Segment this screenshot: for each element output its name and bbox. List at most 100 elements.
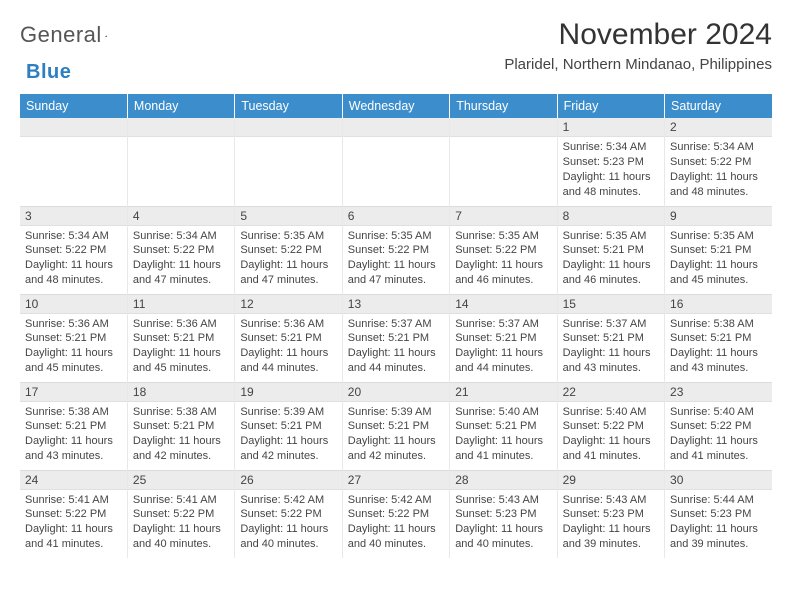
detail-line: Daylight: 11 hours [133,346,229,361]
day-number: 18 [128,383,234,402]
day-details: Sunrise: 5:36 AMSunset: 5:21 PMDaylight:… [235,314,341,380]
detail-line: Sunset: 5:21 PM [563,331,659,346]
detail-line: Sunset: 5:22 PM [240,507,336,522]
day-details: Sunrise: 5:34 AMSunset: 5:22 PMDaylight:… [665,137,772,203]
detail-line: Sunset: 5:21 PM [563,243,659,258]
day-number: 19 [235,383,341,402]
calendar-cell: 5Sunrise: 5:35 AMSunset: 5:22 PMDaylight… [235,206,342,294]
detail-line: and 44 minutes. [348,361,444,376]
calendar-cell [235,118,342,206]
day-details: Sunrise: 5:42 AMSunset: 5:22 PMDaylight:… [235,490,341,556]
detail-line: Sunset: 5:23 PM [670,507,767,522]
detail-line: Sunrise: 5:34 AM [670,140,767,155]
weekday-header: Wednesday [342,94,449,118]
day-details: Sunrise: 5:40 AMSunset: 5:22 PMDaylight:… [558,402,664,468]
title-block: November 2024 Plaridel, Northern Mindana… [504,18,772,73]
detail-line: and 40 minutes. [348,537,444,552]
detail-line: Sunrise: 5:40 AM [563,405,659,420]
day-number: 7 [450,207,556,226]
detail-line: and 44 minutes. [455,361,551,376]
detail-line: Sunrise: 5:39 AM [240,405,336,420]
calendar-cell: 13Sunrise: 5:37 AMSunset: 5:21 PMDayligh… [342,294,449,382]
detail-line: Sunrise: 5:35 AM [563,229,659,244]
detail-line: Daylight: 11 hours [348,522,444,537]
calendar-cell: 7Sunrise: 5:35 AMSunset: 5:22 PMDaylight… [450,206,557,294]
day-number: 16 [665,295,772,314]
day-details: Sunrise: 5:42 AMSunset: 5:22 PMDaylight:… [343,490,449,556]
detail-line: Sunset: 5:21 PM [25,331,122,346]
detail-line: Daylight: 11 hours [348,346,444,361]
detail-line: Daylight: 11 hours [25,434,122,449]
detail-line: and 40 minutes. [455,537,551,552]
day-details: Sunrise: 5:43 AMSunset: 5:23 PMDaylight:… [558,490,664,556]
detail-line: Daylight: 11 hours [455,522,551,537]
detail-line: and 45 minutes. [670,273,767,288]
weekday-header: Friday [557,94,664,118]
day-details: Sunrise: 5:39 AMSunset: 5:21 PMDaylight:… [235,402,341,468]
calendar-cell: 27Sunrise: 5:42 AMSunset: 5:22 PMDayligh… [342,470,449,558]
detail-line: and 47 minutes. [240,273,336,288]
detail-line: Daylight: 11 hours [133,258,229,273]
day-number [128,118,234,137]
detail-line: and 41 minutes. [455,449,551,464]
day-number: 10 [20,295,127,314]
detail-line: Daylight: 11 hours [563,346,659,361]
detail-line: Sunrise: 5:34 AM [563,140,659,155]
detail-line: Daylight: 11 hours [563,258,659,273]
day-number: 12 [235,295,341,314]
detail-line: and 48 minutes. [563,185,659,200]
detail-line: Daylight: 11 hours [25,346,122,361]
detail-line: Daylight: 11 hours [133,434,229,449]
detail-line: Daylight: 11 hours [25,522,122,537]
detail-line: Sunrise: 5:36 AM [240,317,336,332]
day-number: 14 [450,295,556,314]
detail-line: Daylight: 11 hours [670,258,767,273]
detail-line: Sunrise: 5:34 AM [133,229,229,244]
detail-line: and 45 minutes. [133,361,229,376]
day-details: Sunrise: 5:34 AMSunset: 5:22 PMDaylight:… [20,226,127,292]
day-number: 22 [558,383,664,402]
detail-line: Sunrise: 5:43 AM [563,493,659,508]
detail-line: Daylight: 11 hours [563,170,659,185]
detail-line: Daylight: 11 hours [133,522,229,537]
detail-line: Daylight: 11 hours [240,434,336,449]
detail-line: Sunrise: 5:35 AM [348,229,444,244]
weekday-header: Tuesday [235,94,342,118]
day-number [20,118,127,137]
calendar-row: 1Sunrise: 5:34 AMSunset: 5:23 PMDaylight… [20,118,772,206]
day-number: 28 [450,471,556,490]
detail-line: Sunrise: 5:42 AM [348,493,444,508]
detail-line: Sunrise: 5:37 AM [455,317,551,332]
detail-line: and 39 minutes. [670,537,767,552]
detail-line: and 48 minutes. [25,273,122,288]
day-details: Sunrise: 5:36 AMSunset: 5:21 PMDaylight:… [128,314,234,380]
calendar-row: 24Sunrise: 5:41 AMSunset: 5:22 PMDayligh… [20,470,772,558]
detail-line: and 48 minutes. [670,185,767,200]
detail-line: and 41 minutes. [670,449,767,464]
detail-line: Daylight: 11 hours [240,346,336,361]
day-details: Sunrise: 5:40 AMSunset: 5:21 PMDaylight:… [450,402,556,468]
day-details: Sunrise: 5:34 AMSunset: 5:22 PMDaylight:… [128,226,234,292]
calendar-cell: 16Sunrise: 5:38 AMSunset: 5:21 PMDayligh… [665,294,772,382]
day-number: 20 [343,383,449,402]
day-number: 29 [558,471,664,490]
day-number: 4 [128,207,234,226]
day-details: Sunrise: 5:41 AMSunset: 5:22 PMDaylight:… [128,490,234,556]
detail-line: Sunset: 5:21 PM [25,419,122,434]
detail-line: Sunset: 5:21 PM [348,419,444,434]
calendar-cell: 9Sunrise: 5:35 AMSunset: 5:21 PMDaylight… [665,206,772,294]
detail-line: Sunrise: 5:37 AM [348,317,444,332]
detail-line: Daylight: 11 hours [348,434,444,449]
calendar-table: SundayMondayTuesdayWednesdayThursdayFrid… [20,94,772,558]
detail-line: Sunset: 5:22 PM [348,243,444,258]
month-title: November 2024 [504,18,772,52]
day-details: Sunrise: 5:35 AMSunset: 5:22 PMDaylight:… [235,226,341,292]
detail-line: Sunrise: 5:40 AM [670,405,767,420]
detail-line: Sunset: 5:22 PM [348,507,444,522]
detail-line: Sunrise: 5:35 AM [455,229,551,244]
detail-line: and 41 minutes. [25,537,122,552]
brand-part2: Blue [26,61,71,84]
detail-line: Sunset: 5:22 PM [670,155,767,170]
calendar-row: 10Sunrise: 5:36 AMSunset: 5:21 PMDayligh… [20,294,772,382]
day-details: Sunrise: 5:44 AMSunset: 5:23 PMDaylight:… [665,490,772,556]
